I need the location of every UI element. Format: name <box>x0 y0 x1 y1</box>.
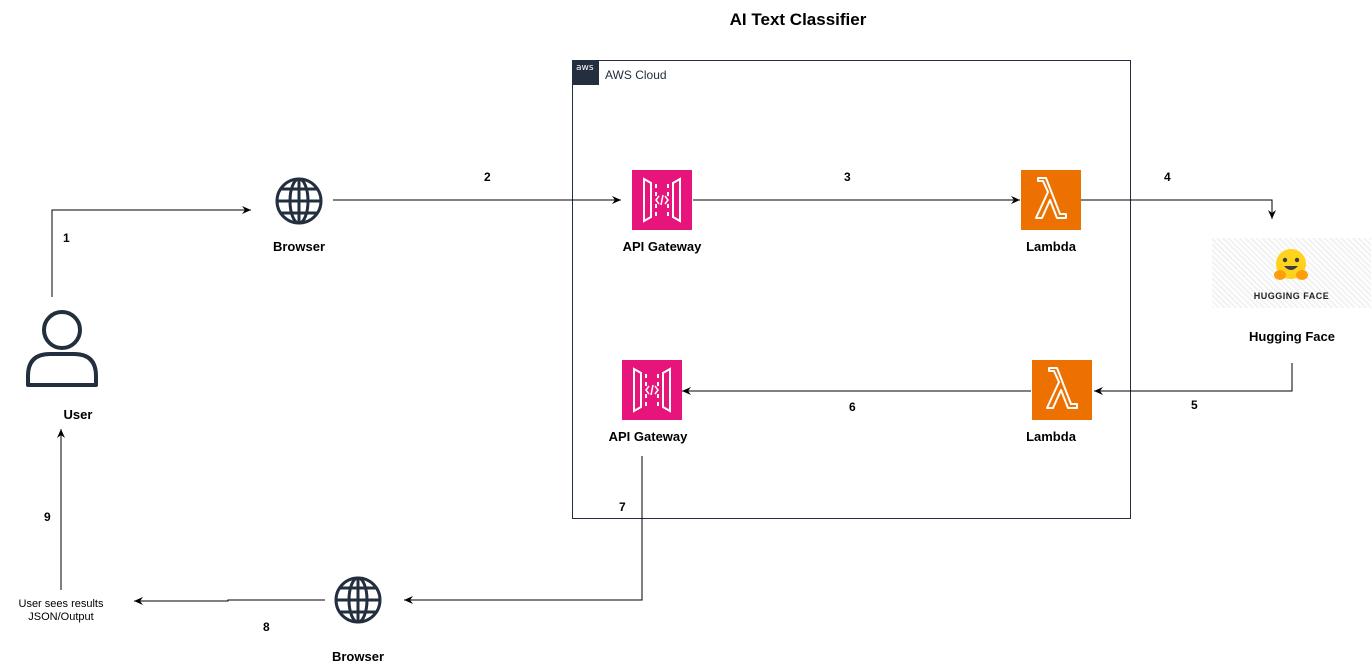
lambda-icon <box>1032 360 1092 420</box>
lambda-top-label: Lambda <box>1026 239 1076 254</box>
hugging-face-logo-text: HUGGING FACE <box>1253 291 1330 301</box>
results-text: User sees results JSON/Output <box>6 598 116 624</box>
aws-badge-text: aws <box>576 63 594 73</box>
hugging-face-logo: HUGGING FACE <box>1212 238 1371 308</box>
user-label: User <box>63 407 93 422</box>
step-6: 6 <box>849 400 856 414</box>
browser-top-label: Browser <box>272 239 326 254</box>
lambda-icon <box>1021 170 1081 230</box>
step-8: 8 <box>263 620 270 634</box>
globe-icon <box>275 177 323 225</box>
step-2: 2 <box>484 170 491 184</box>
connector-8 <box>134 597 325 605</box>
api-gateway-icon <box>632 170 692 230</box>
api-gateway-icon <box>622 360 682 420</box>
step-7: 7 <box>619 500 626 514</box>
aws-cloud-label: AWS Cloud <box>605 68 667 82</box>
connector-7 <box>404 456 643 604</box>
aws-logo-icon: aws <box>573 61 599 85</box>
aws-cloud-group: aws AWS Cloud <box>572 60 1131 519</box>
step-5: 5 <box>1191 398 1198 412</box>
hugging-face-emoji-icon <box>1274 249 1308 280</box>
connector-4 <box>1081 199 1276 219</box>
user-icon <box>26 310 98 387</box>
diagram-title: AI Text Classifier <box>729 10 867 29</box>
api-gateway-top-label: API Gateway <box>622 239 702 254</box>
connector-1 <box>51 206 251 297</box>
connector-5 <box>1094 363 1293 395</box>
step-4: 4 <box>1164 170 1171 184</box>
hugging-face-label: Hugging Face <box>1249 329 1335 344</box>
lambda-bottom-label: Lambda <box>1026 429 1076 444</box>
step-3: 3 <box>844 170 851 184</box>
step-1: 1 <box>63 231 70 245</box>
api-gateway-bottom-label: API Gateway <box>608 429 688 444</box>
globe-icon <box>334 576 382 624</box>
results-line-2: JSON/Output <box>28 611 94 623</box>
step-9: 9 <box>44 510 51 524</box>
results-line-1: User sees results <box>18 598 104 610</box>
browser-bottom-label: Browser <box>331 649 385 664</box>
